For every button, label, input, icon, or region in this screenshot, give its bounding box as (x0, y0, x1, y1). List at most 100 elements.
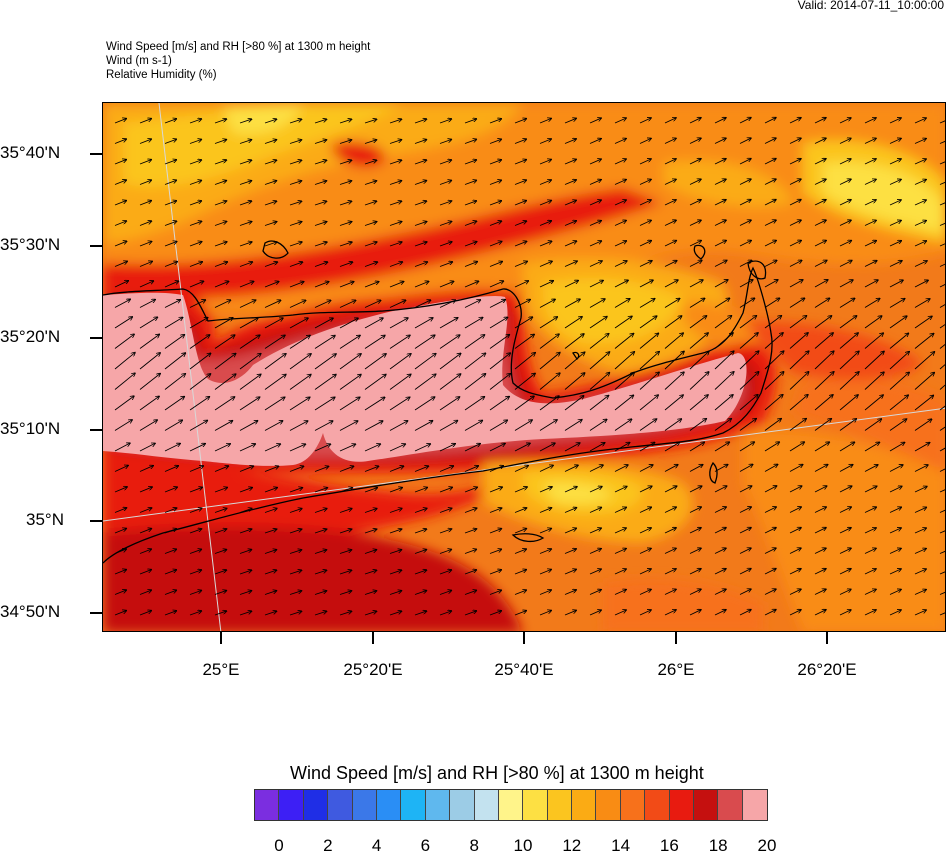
wind-arrow (264, 222, 277, 226)
wind-arrow (514, 317, 532, 329)
wind-arrow (664, 280, 678, 288)
wind-arrow (889, 465, 903, 472)
wind-arrow (889, 590, 901, 595)
wind-arrow (139, 529, 151, 534)
wind-arrow (714, 333, 733, 349)
wind-arrow (239, 466, 253, 472)
wind-arrow (589, 221, 601, 226)
wind-arrow (289, 336, 310, 349)
wind-arrow (714, 280, 728, 288)
wind-arrow (839, 299, 855, 308)
wind-arrow (589, 200, 601, 206)
wind-arrow (289, 140, 301, 144)
wind-arrow (314, 160, 326, 165)
wind-arrow (664, 569, 676, 575)
wind-arrow (914, 280, 928, 288)
wind-arrow (164, 420, 182, 431)
wind-arrow (339, 611, 351, 616)
wind-arrow (439, 140, 451, 144)
wind-arrow (689, 241, 701, 247)
wind-arrow (839, 395, 858, 411)
wind-arrow (114, 443, 130, 452)
wind-arrow (689, 118, 701, 124)
wind-arrow (514, 420, 532, 431)
wind-arrow (814, 261, 827, 267)
wind-arrow (239, 335, 260, 349)
wind-arrow (614, 118, 626, 124)
wind-arrow (664, 465, 678, 472)
map-panel (102, 102, 946, 632)
lat-label-35-30: 35°30'N (0, 235, 61, 254)
wind-arrow (589, 549, 601, 554)
wind-arrow (239, 444, 255, 452)
wind-arrow (189, 181, 201, 185)
wind-arrow (864, 372, 884, 390)
wind-arrow (239, 201, 251, 206)
wind-arrow (314, 444, 330, 452)
wind-arrow (314, 181, 326, 185)
wind-arrow (564, 281, 578, 288)
wind-arrow (414, 119, 426, 124)
wind-arrow (889, 280, 903, 288)
wind-arrow (214, 570, 226, 575)
wind-arrow (589, 590, 601, 595)
wind-arrow (414, 354, 436, 370)
wind-arrow (764, 118, 776, 124)
wind-arrow (489, 317, 507, 329)
wind-arrow (889, 395, 908, 411)
wind-arrow (539, 590, 551, 595)
wind-arrow (464, 262, 477, 267)
wind-arrow (914, 465, 928, 472)
wind-arrow (389, 397, 410, 411)
wind-arrow (914, 139, 926, 144)
wind-arrow (389, 300, 406, 308)
wind-arrow (414, 611, 426, 616)
wind-arrow (514, 396, 534, 411)
wind-arrow (739, 351, 759, 370)
wind-arrow (489, 444, 505, 452)
wind-arrow (639, 139, 651, 144)
wind-arrow (464, 281, 478, 288)
legend-label: 16 (659, 836, 679, 855)
wind-arrow (764, 298, 779, 308)
wind-arrow (689, 548, 701, 554)
wind-arrow (839, 118, 851, 124)
wind-arrow (839, 548, 851, 554)
wind-arrow (614, 419, 632, 431)
wind-arrow (314, 509, 327, 513)
lat-tick (90, 429, 102, 431)
wind-arrow (739, 220, 751, 226)
wind-arrow (264, 300, 281, 308)
wind-arrow (689, 589, 701, 595)
wind-arrow (139, 201, 151, 206)
wind-arrow (589, 180, 601, 185)
wind-arrow (139, 119, 151, 124)
wind-arrow (564, 373, 585, 390)
wind-arrow (414, 201, 426, 206)
wind-arrow (239, 591, 251, 595)
wind-arrow (339, 318, 358, 329)
wind-arrow (764, 442, 779, 452)
wind-arrow (639, 159, 651, 165)
wind-arrow (789, 261, 802, 267)
wind-arrow (439, 466, 453, 472)
wind-arrow (689, 419, 706, 431)
wind-arrow (339, 242, 352, 247)
lat-tick (90, 337, 102, 339)
wind-arrow (464, 201, 476, 206)
wind-arrow (839, 159, 851, 165)
wind-arrow (664, 299, 680, 308)
wind-arrow (464, 590, 476, 595)
wind-arrow (414, 282, 429, 288)
wind-arrow (164, 508, 177, 513)
wind-arrow (689, 610, 701, 616)
wind-arrow (789, 241, 801, 247)
wind-arrow (914, 610, 926, 616)
wind-arrow (439, 611, 451, 616)
legend-label: 8 (469, 836, 479, 855)
wind-arrow (939, 304, 945, 308)
legend-swatch (328, 790, 353, 820)
wind-arrow (939, 426, 945, 431)
wind-arrow (714, 610, 726, 616)
wind-arrow (789, 351, 809, 370)
